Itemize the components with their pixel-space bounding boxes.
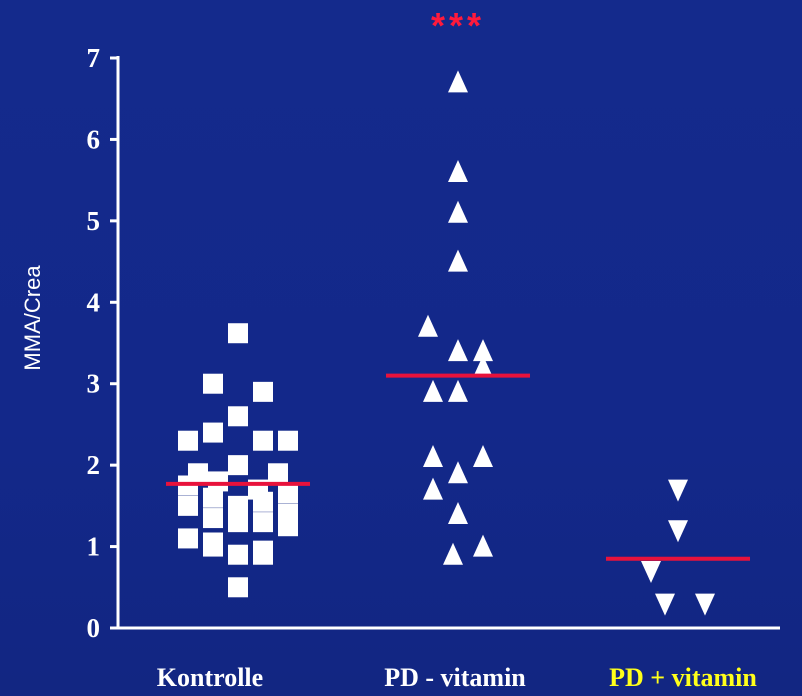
marker-square-1-24 [278, 516, 298, 537]
marker-square-1-22 [253, 512, 273, 533]
y-tick-label-6: 6 [87, 124, 101, 154]
marker-square-1-17 [253, 491, 273, 512]
marker-triangle-up-2-15 [448, 502, 468, 524]
marker-square-1-4 [228, 406, 248, 427]
y-tick-label-5: 5 [87, 206, 101, 236]
marker-square-1-18 [178, 495, 198, 516]
marker-square-1-27 [203, 536, 223, 557]
y-axis-label: MMA/Crea [20, 265, 45, 371]
marker-square-1-31 [228, 577, 248, 598]
marker-square-1-25 [178, 528, 198, 549]
marker-triangle-up-2-4 [448, 249, 468, 272]
category-label-1: Kontrolle [157, 663, 263, 692]
marker-square-1-30 [253, 544, 273, 565]
marker-triangle-up-2-12 [473, 445, 493, 467]
category-labels: Kontrolle PD - vitamin PD + vitamin [157, 663, 758, 692]
marker-square-1-1 [228, 323, 248, 344]
data-markers [178, 70, 715, 616]
marker-square-1-21 [203, 508, 223, 529]
marker-triangle-down-3-3 [641, 561, 661, 583]
marker-triangle-down-3-1 [668, 479, 688, 502]
marker-triangle-down-3-2 [668, 520, 688, 543]
marker-square-1-5 [178, 430, 198, 451]
marker-square-1-11 [268, 463, 288, 484]
marker-triangle-up-2-14 [423, 477, 443, 500]
marker-square-1-8 [278, 430, 298, 451]
significance-annotation-layer: *** [431, 5, 485, 46]
marker-triangle-up-2-7 [473, 339, 493, 362]
marker-triangle-up-2-1 [448, 70, 468, 93]
marker-square-1-29 [228, 544, 248, 565]
marker-square-1-19 [228, 495, 248, 516]
marker-square-1-7 [203, 422, 223, 443]
category-label-3: PD + vitamin [609, 663, 757, 692]
marker-triangle-up-2-13 [448, 461, 468, 484]
marker-triangle-up-2-2 [448, 160, 468, 182]
y-tick-label-0: 0 [87, 613, 101, 643]
y-tick-label-1: 1 [87, 532, 101, 562]
marker-square-1-12 [208, 471, 228, 492]
y-tick-label-7: 7 [87, 43, 101, 73]
marker-triangle-down-3-4 [655, 593, 675, 616]
marker-triangle-up-2-8 [473, 355, 493, 378]
marker-triangle-up-2-3 [448, 200, 468, 223]
y-tick-label-2: 2 [87, 450, 101, 480]
marker-triangle-up-2-11 [423, 445, 443, 467]
marker-triangle-up-2-17 [443, 542, 463, 565]
category-label-2: PD - vitamin [384, 663, 526, 692]
marker-square-1-16 [203, 487, 223, 508]
marker-square-1-2 [203, 373, 223, 394]
axes: 0 1 2 3 4 5 6 7 MMA/Crea [20, 43, 780, 643]
y-tick-label-3: 3 [87, 369, 101, 399]
median-lines [166, 373, 750, 561]
marker-square-1-23 [228, 512, 248, 533]
marker-square-1-15 [278, 483, 298, 504]
y-tick-label-4: 4 [87, 287, 101, 317]
marker-triangle-up-2-16 [473, 534, 493, 557]
marker-triangle-up-2-9 [423, 379, 443, 402]
marker-square-1-6 [253, 430, 273, 451]
marker-triangle-down-3-5 [695, 593, 715, 616]
significance-stars: *** [431, 5, 485, 46]
marker-triangle-up-2-5 [418, 314, 438, 337]
marker-triangle-up-2-6 [448, 339, 468, 362]
marker-square-1-3 [253, 381, 273, 402]
marker-triangle-up-2-10 [448, 379, 468, 402]
marker-square-1-9 [228, 455, 248, 476]
